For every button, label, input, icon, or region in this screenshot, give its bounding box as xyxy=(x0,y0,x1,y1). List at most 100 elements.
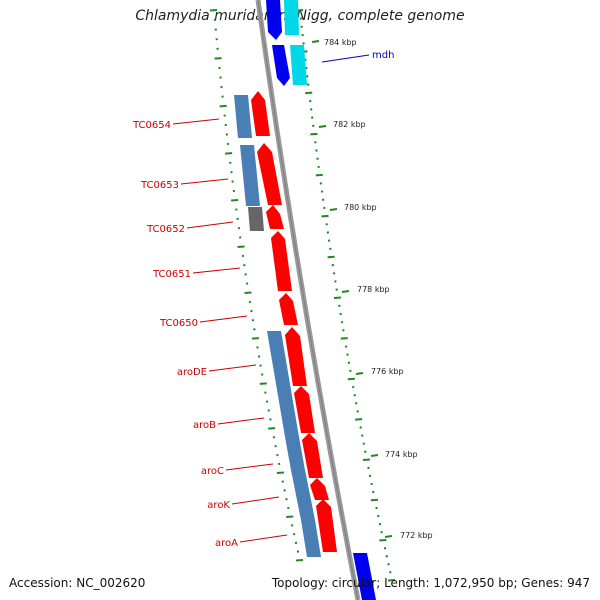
gene-arrow-tc0650[interactable] xyxy=(279,293,298,325)
gene-bar-tc0653-reverse[interactable] xyxy=(240,145,260,206)
gene-bar-arob-reverse[interactable] xyxy=(285,437,305,470)
kbp-tick-778 xyxy=(341,290,350,293)
inner-ruler-tick xyxy=(272,436,276,439)
inner-ruler-tick xyxy=(260,373,264,376)
inner-ruler-tick xyxy=(229,161,232,165)
gene-label-mdh[interactable]: mdh xyxy=(372,50,394,61)
inner-ruler-tick xyxy=(244,291,252,294)
kbp-label-780: 780 kbp xyxy=(344,203,377,212)
inner-ruler-tick xyxy=(232,189,236,193)
gene-bar-aroa-reverse[interactable] xyxy=(301,520,321,557)
gene-arrow-arok[interactable] xyxy=(310,478,329,500)
outer-ruler-tick xyxy=(315,149,318,152)
gene-arrow-tc0654[interactable] xyxy=(251,91,270,136)
outer-ruler xyxy=(295,9,396,582)
accession-text: Accession: NC_002620 xyxy=(9,576,146,590)
inner-ruler-tick xyxy=(267,409,270,412)
inner-ruler-tick xyxy=(230,170,233,174)
outer-ruler-tick xyxy=(319,182,323,185)
gene-label-aroc[interactable]: aroC xyxy=(201,466,224,477)
leader-tc0654 xyxy=(172,118,220,125)
gene-arrow-mdh-blue[interactable] xyxy=(272,45,290,86)
outer-ruler-tick xyxy=(347,377,355,381)
inner-ruler-tick xyxy=(225,133,229,136)
gene-bar-tc0654-reverse[interactable] xyxy=(234,95,252,138)
genome-backbone-shadow xyxy=(257,0,359,600)
inner-ruler-tick xyxy=(226,142,230,146)
outer-ruler-tick xyxy=(385,555,388,558)
outer-ruler-tick xyxy=(302,42,305,45)
gene-bar-tc0652-reverse[interactable] xyxy=(248,207,264,231)
outer-ruler-tick xyxy=(335,288,338,291)
inner-ruler-tick xyxy=(251,318,255,322)
outer-ruler-tick xyxy=(331,263,335,267)
gene-arrow-arob[interactable] xyxy=(294,386,315,433)
gene-label-arode[interactable]: aroDE xyxy=(177,367,207,378)
gene-arrow-aroc[interactable] xyxy=(302,433,323,478)
leader-mdh xyxy=(321,54,370,63)
inner-ruler-tick xyxy=(221,95,224,98)
outer-ruler-tick xyxy=(388,571,392,574)
gene-bar-top-blue[interactable] xyxy=(266,0,282,40)
inner-ruler-tick xyxy=(259,382,267,385)
gene-bar-aroc-reverse[interactable] xyxy=(291,470,315,520)
gene-arrow-arode[interactable] xyxy=(285,327,307,386)
inner-ruler-tick xyxy=(250,309,253,313)
inner-ruler-tick xyxy=(274,444,277,448)
outer-ruler-tick xyxy=(349,369,352,373)
inner-ruler-tick xyxy=(219,76,222,79)
label-leaders xyxy=(172,54,370,543)
outer-ruler-tick xyxy=(327,239,331,242)
outer-ruler-tick xyxy=(354,402,358,405)
outer-ruler-tick xyxy=(355,418,363,421)
outer-ruler-tick xyxy=(325,223,328,226)
outer-ruler-tick xyxy=(387,563,390,566)
leader-arode xyxy=(208,364,257,372)
kbp-label-778: 778 kbp xyxy=(357,285,390,294)
gene-arrow-tc0653[interactable] xyxy=(257,143,282,205)
outer-ruler-tick xyxy=(334,280,337,283)
inner-ruler-tick xyxy=(231,180,234,183)
gene-label-tc0653[interactable]: TC0653 xyxy=(140,180,179,191)
gene-arrow-aroa[interactable] xyxy=(316,499,337,552)
gene-arrow-mdh-cyan[interactable] xyxy=(290,45,307,85)
gene-label-tc0651[interactable]: TC0651 xyxy=(152,269,191,280)
gene-label-arok[interactable]: aroK xyxy=(207,500,230,511)
gene-bar-bottom-blue[interactable] xyxy=(353,553,376,600)
outer-ruler-tick xyxy=(387,579,396,582)
outer-ruler-tick xyxy=(309,108,313,111)
gene-bar-arode-reverse[interactable] xyxy=(267,331,299,437)
leader-arok xyxy=(231,496,280,505)
outer-ruler-tick xyxy=(346,353,349,356)
outer-ruler-tick xyxy=(307,83,310,86)
kbp-tick-782 xyxy=(318,125,327,128)
gene-label-tc0654[interactable]: TC0654 xyxy=(132,120,171,131)
outer-ruler-tick xyxy=(301,33,304,37)
gene-arrow-tc0652[interactable] xyxy=(266,205,284,229)
outer-ruler-tick xyxy=(370,482,373,486)
outer-ruler-tick xyxy=(333,296,342,299)
gene-label-arob[interactable]: aroB xyxy=(193,420,216,431)
outer-ruler-tick xyxy=(375,506,378,510)
outer-ruler-tick xyxy=(338,304,341,308)
outer-ruler-tick xyxy=(300,25,303,29)
inner-ruler-tick xyxy=(256,346,259,349)
outer-ruler-tick xyxy=(306,75,309,78)
gene-label-tc0650[interactable]: TC0650 xyxy=(159,318,198,329)
leader-aroc xyxy=(225,463,274,471)
kbp-tick-776 xyxy=(355,372,364,375)
gene-arrow-tc0651[interactable] xyxy=(271,231,292,291)
inner-ruler-tick xyxy=(216,47,219,51)
kbp-label-782: 782 kbp xyxy=(333,120,366,129)
kbp-label-776: 776 kbp xyxy=(371,367,404,376)
inner-ruler-tick xyxy=(215,37,218,41)
gene-bar-top-cyan[interactable] xyxy=(284,0,299,35)
gene-label-tc0652[interactable]: TC0652 xyxy=(146,224,185,235)
gene-label-aroa[interactable]: aroA xyxy=(215,538,238,549)
outer-ruler-tick xyxy=(359,426,362,429)
inner-ruler-tick xyxy=(269,418,272,421)
inner-ruler-tick xyxy=(281,480,285,483)
outer-ruler-tick xyxy=(339,312,342,316)
leader-tc0650 xyxy=(199,315,248,323)
